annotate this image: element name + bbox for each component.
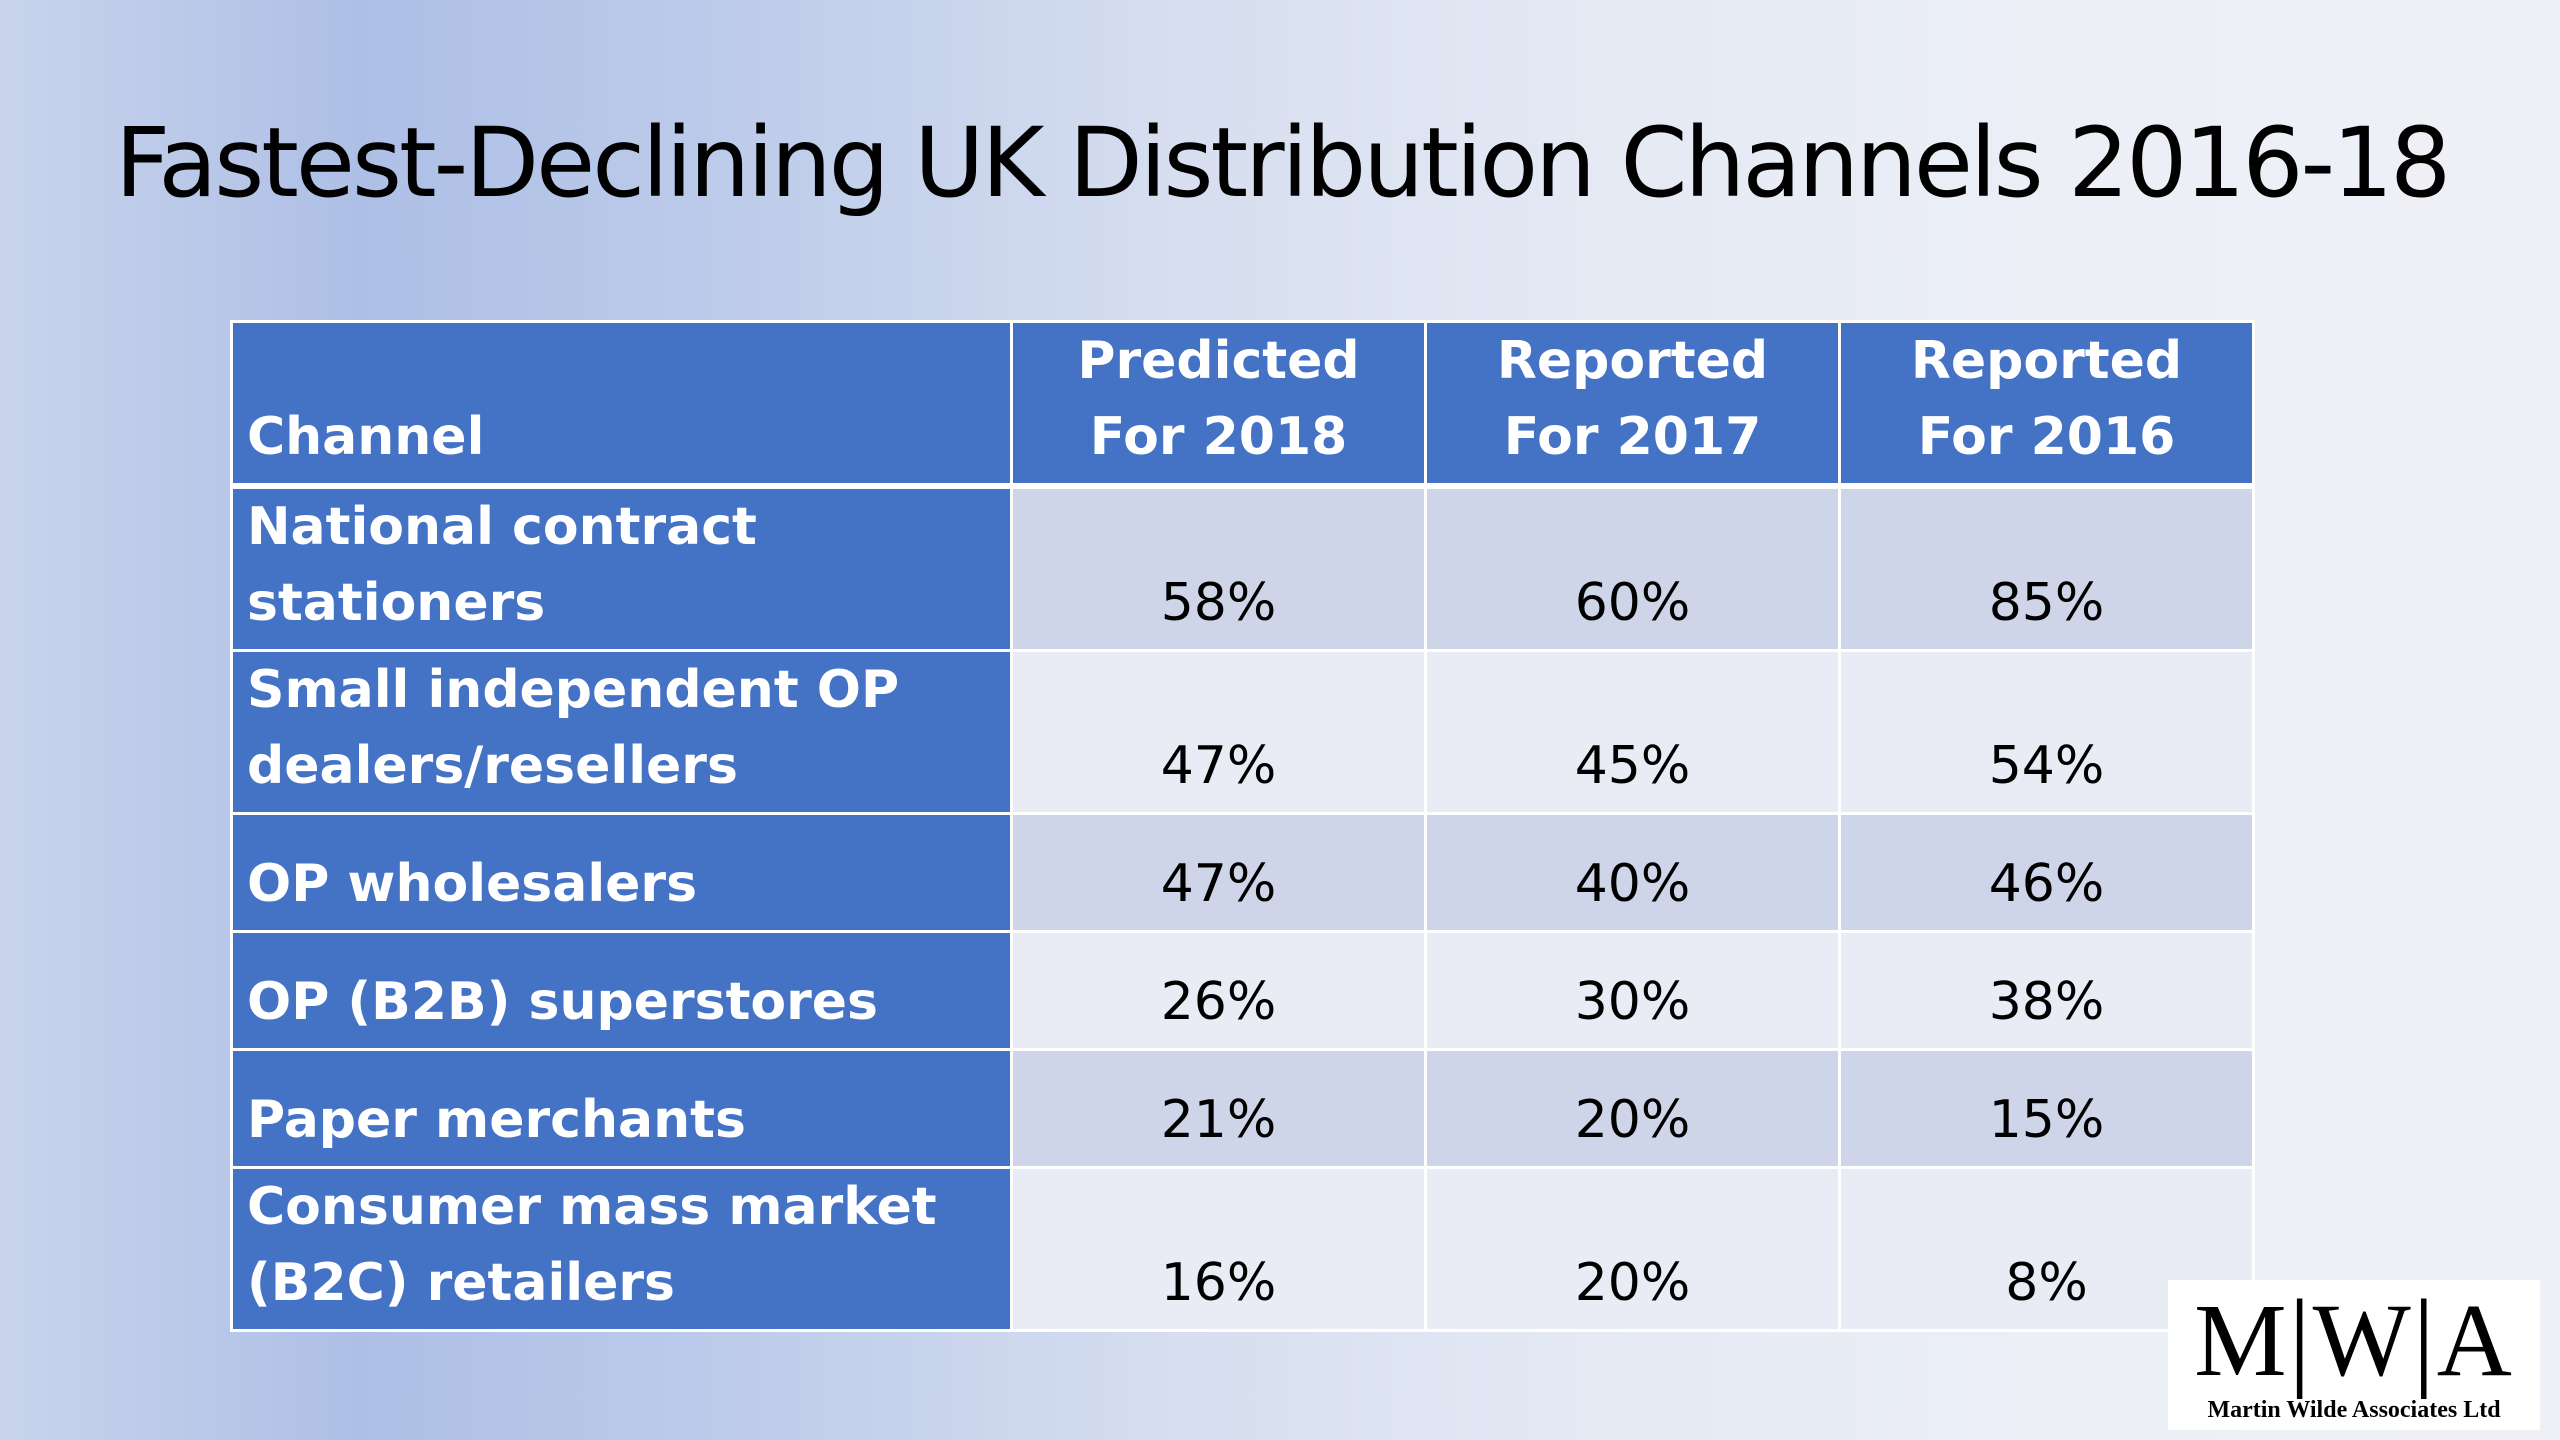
table-row: OP (B2B) superstores 26% 30% 38% <box>230 930 2255 1051</box>
value-reported-2017: 20% <box>1424 1166 1841 1332</box>
header-reported-2017: Reported For 2017 <box>1424 320 1841 489</box>
logo-separator: | <box>2412 1277 2437 1399</box>
value-reported-2016: 85% <box>1838 484 2255 652</box>
slide-title: Fastest-Declining UK Distribution Channe… <box>115 107 2451 219</box>
logo-letters: M|W|A <box>2168 1283 2540 1393</box>
distribution-channels-table: Channel Predicted For 2018 Reported For … <box>230 320 2255 1332</box>
header-predicted-2018: Predicted For 2018 <box>1010 320 1427 489</box>
value-reported-2017: 30% <box>1424 930 1841 1051</box>
value-reported-2016: 38% <box>1838 930 2255 1051</box>
channel-name: Consumer mass market (B2C) retailers <box>230 1166 1013 1332</box>
value-reported-2017: 20% <box>1424 1048 1841 1169</box>
logo-caption: Martin Wilde Associates Ltd <box>2207 1397 2501 1423</box>
channel-name: OP wholesalers <box>230 812 1013 933</box>
value-predicted-2018: 47% <box>1010 812 1427 933</box>
value-predicted-2018: 21% <box>1010 1048 1427 1169</box>
value-reported-2016: 8% <box>1838 1166 2255 1332</box>
table-row: National contract stationers 58% 60% 85% <box>230 484 2255 652</box>
logo-letter-w: W <box>2312 1283 2413 1398</box>
mwa-logo: M|W|A Martin Wilde Associates Ltd <box>2168 1280 2540 1430</box>
table-row: Consumer mass market (B2C) retailers 16%… <box>230 1166 2255 1332</box>
channel-name: Small independent OP dealers/resellers <box>230 649 1013 815</box>
channel-name: Paper merchants <box>230 1048 1013 1169</box>
value-predicted-2018: 16% <box>1010 1166 1427 1332</box>
table-header-row: Channel Predicted For 2018 Reported For … <box>230 320 2255 489</box>
channel-name: National contract stationers <box>230 484 1013 652</box>
table-row: OP wholesalers 47% 40% 46% <box>230 812 2255 933</box>
logo-separator: | <box>2288 1277 2313 1399</box>
value-reported-2017: 60% <box>1424 484 1841 652</box>
value-reported-2017: 45% <box>1424 649 1841 815</box>
table-row: Small independent OP dealers/resellers 4… <box>230 649 2255 815</box>
channel-name: OP (B2B) superstores <box>230 930 1013 1051</box>
value-predicted-2018: 58% <box>1010 484 1427 652</box>
logo-letter-a: A <box>2436 1283 2514 1398</box>
value-reported-2016: 15% <box>1838 1048 2255 1169</box>
logo-letter-m: M <box>2194 1283 2289 1398</box>
value-reported-2016: 54% <box>1838 649 2255 815</box>
header-reported-2016: Reported For 2016 <box>1838 320 2255 489</box>
value-reported-2016: 46% <box>1838 812 2255 933</box>
header-channel: Channel <box>230 320 1013 489</box>
table-row: Paper merchants 21% 20% 15% <box>230 1048 2255 1169</box>
value-reported-2017: 40% <box>1424 812 1841 933</box>
value-predicted-2018: 47% <box>1010 649 1427 815</box>
value-predicted-2018: 26% <box>1010 930 1427 1051</box>
